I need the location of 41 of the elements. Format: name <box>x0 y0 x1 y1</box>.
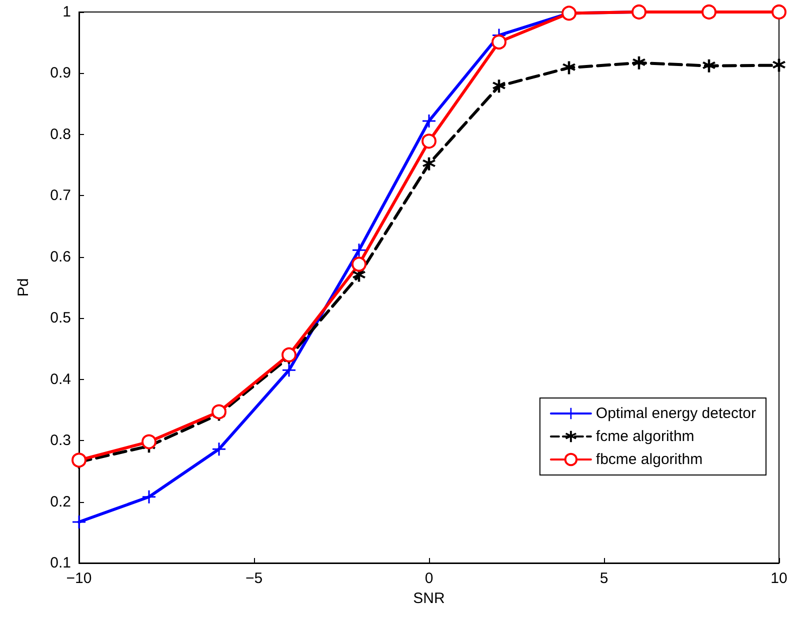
legend-label: fcme algorithm <box>596 428 694 445</box>
point <box>562 61 576 74</box>
point <box>422 114 436 128</box>
y-tick-label: 0.1 <box>50 554 71 572</box>
y-tick-label: 0.3 <box>50 432 71 450</box>
point <box>72 515 86 528</box>
point <box>492 34 506 50</box>
y-tick-label: 0.2 <box>50 493 71 510</box>
legend-label: fbcme algorithm <box>596 451 703 468</box>
point <box>422 134 436 149</box>
x-tick-label: −5 <box>245 570 263 587</box>
x-axis-title: SNR <box>413 590 445 607</box>
x-tick-label: −10 <box>66 570 92 587</box>
point <box>142 434 156 450</box>
y-tick-label: 0.4 <box>50 370 71 388</box>
y-tick-label: 0.7 <box>50 187 71 204</box>
point <box>702 4 716 20</box>
point <box>352 244 366 257</box>
point <box>282 347 296 362</box>
point <box>352 256 366 272</box>
point <box>772 58 786 72</box>
y-axis-title: Pd <box>15 278 32 297</box>
point <box>282 364 296 377</box>
point <box>702 59 716 72</box>
y-tick-label: 0.6 <box>50 248 71 266</box>
x-tick-label: 5 <box>600 570 608 587</box>
y-tick-label: 0.5 <box>50 310 71 327</box>
x-tick-label: 10 <box>770 570 788 587</box>
point <box>142 490 156 504</box>
x-tick-label: 0 <box>424 570 434 587</box>
point <box>72 452 86 468</box>
point <box>632 56 646 70</box>
y-tick-label: 1 <box>62 4 71 20</box>
point <box>212 442 226 456</box>
point <box>422 157 436 170</box>
y-tick-label: 0.9 <box>50 64 71 82</box>
point <box>212 404 226 420</box>
y-tick-label: 0.8 <box>50 126 71 143</box>
legend-label: Optimal energy detector <box>596 405 756 422</box>
point <box>772 4 786 20</box>
point <box>492 80 506 93</box>
